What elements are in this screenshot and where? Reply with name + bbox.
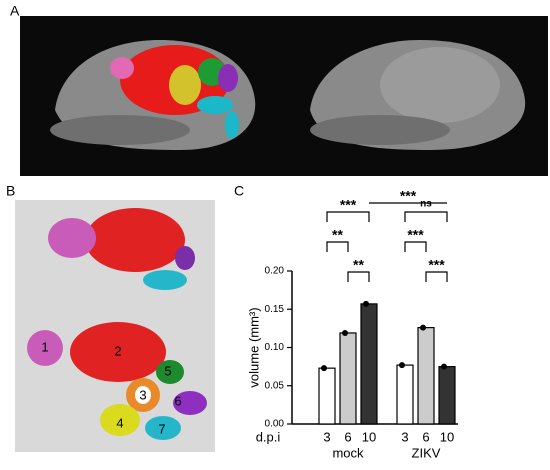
panel-label: C: [234, 183, 244, 199]
x-tick-label: 10: [362, 429, 376, 444]
region-label: 1: [41, 339, 48, 354]
bar: [396, 364, 414, 425]
bracket: [347, 271, 370, 282]
bar: [339, 332, 357, 425]
region-label: 7: [158, 421, 165, 436]
significance-label: ***: [407, 227, 424, 243]
region-label: 2: [114, 343, 121, 358]
data-point: [399, 362, 405, 369]
region-label: 3: [139, 387, 146, 402]
x-tick-label: 3: [401, 429, 408, 444]
data-point: [321, 365, 327, 372]
significance-label: **: [332, 227, 343, 243]
group-label: ZIKV: [412, 445, 441, 460]
x-tick-label: 6: [422, 429, 429, 444]
y-tick-label: 0.20: [265, 266, 285, 277]
panel-label: B: [6, 183, 15, 199]
y-tick-label: 0.15: [265, 304, 285, 315]
significance-label: ***: [428, 257, 445, 273]
data-point: [441, 363, 447, 370]
significance-label: ns: [420, 199, 432, 210]
x-axis-label: d.p.i: [256, 429, 281, 444]
x-tick-label: 6: [344, 429, 351, 444]
data-point: [420, 324, 426, 331]
bracket: [326, 241, 349, 252]
significance-label: **: [353, 257, 364, 273]
mri-images: [20, 16, 548, 176]
data-point: [363, 300, 369, 307]
significance-label: ***: [340, 197, 357, 213]
x-tick-label: 10: [440, 429, 454, 444]
bar: [318, 367, 336, 425]
y-tick-label: 0.00: [265, 419, 285, 430]
bracket: [425, 271, 448, 282]
panel-label: A: [10, 3, 20, 19]
bracket: [404, 241, 427, 252]
y-axis-label: volume (mm³): [246, 307, 261, 387]
group-label: mock: [332, 445, 364, 460]
data-point: [342, 329, 348, 336]
region-label: 5: [164, 363, 171, 378]
region-label: 6: [174, 393, 181, 408]
bracket: [404, 211, 448, 222]
significance-label: ***: [400, 188, 417, 204]
bar: [438, 366, 456, 425]
y-tick-label: 0.10: [265, 342, 285, 353]
x-tick-label: 3: [323, 429, 330, 444]
brain-render: [15, 200, 215, 452]
bracket: [326, 211, 370, 222]
y-tick-label: 0.05: [265, 380, 285, 391]
bar: [417, 327, 435, 425]
region-label: 4: [116, 415, 123, 430]
bar: [360, 303, 378, 425]
